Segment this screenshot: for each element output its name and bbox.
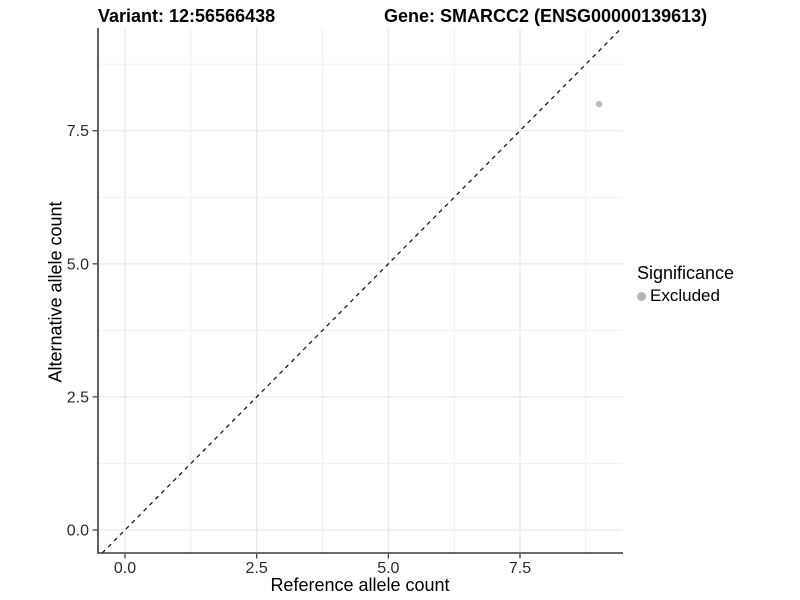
- plot-title-gene: Gene: SMARCC2 (ENSG00000139613): [384, 6, 708, 26]
- y-tick-label: 5.0: [67, 256, 89, 273]
- legend-item-label: Excluded: [650, 286, 720, 305]
- data-point: [595, 100, 603, 108]
- x-tick-label: 0.0: [114, 560, 136, 577]
- x-axis-title: Reference allele count: [270, 575, 450, 595]
- x-tick-label: 2.5: [246, 560, 268, 577]
- legend-title: Significance: [637, 263, 735, 283]
- identity-dashed-line: [101, 27, 623, 554]
- y-tick-label: 2.5: [67, 389, 89, 406]
- y-tick-label: 0.0: [67, 523, 89, 540]
- plot-title-variant: Variant: 12:56566438: [98, 6, 276, 26]
- y-axis-title: Alternative allele count: [45, 201, 66, 383]
- legend-item-excluded: Excluded: [637, 286, 734, 306]
- y-tick-label: 7.5: [67, 123, 89, 140]
- legend-key-dot-icon: [637, 291, 646, 301]
- x-tick-label: 7.5: [509, 560, 531, 577]
- legend: Significance Excluded: [637, 262, 734, 306]
- x-tick-label: 5.0: [377, 560, 399, 577]
